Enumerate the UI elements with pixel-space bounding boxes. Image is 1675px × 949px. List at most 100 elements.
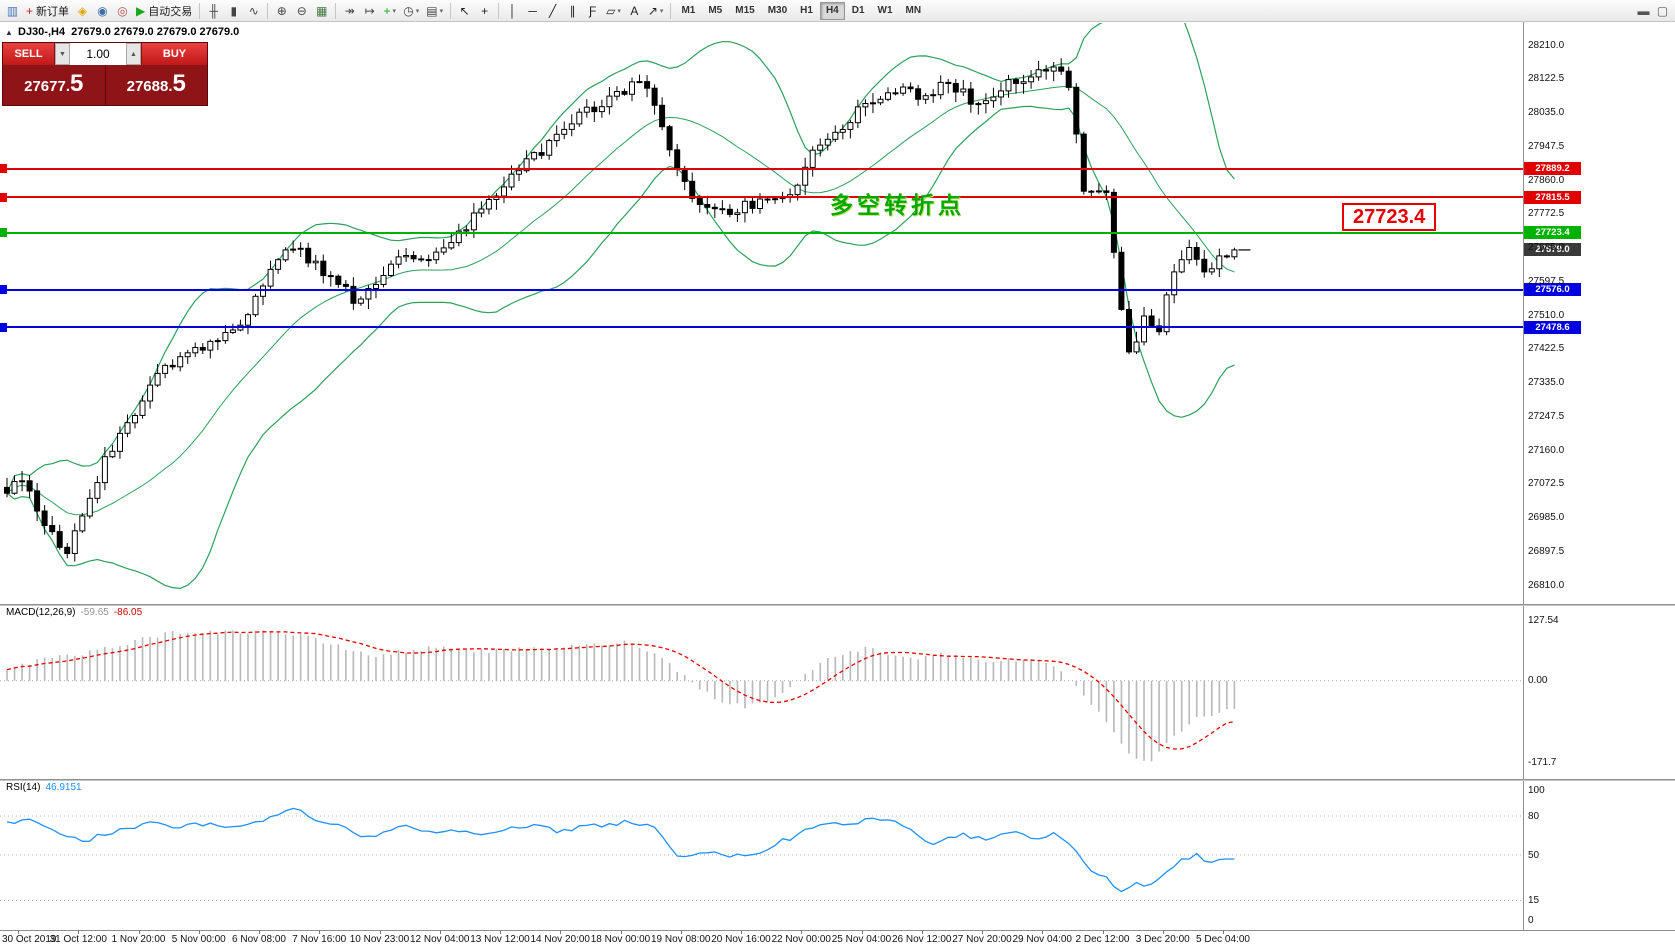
quick-trade-icon[interactable]: ◈ [73, 1, 92, 20]
fibonacci-icon: Ƒ [588, 3, 597, 18]
chart-annotation-text[interactable]: 多空转折点 [830, 192, 965, 218]
dropdown-arrow-icon: ▾ [617, 7, 621, 15]
shapes-icon: ▱ [606, 3, 616, 18]
toolbar-separator [335, 2, 337, 19]
one-click-panel-toggle-icon[interactable]: ▲ [5, 28, 13, 37]
equidistant-channel-icon: ∥ [569, 3, 576, 18]
timeframe-d1-button[interactable]: D1 [851, 5, 865, 16]
timeframe-h1-button[interactable]: H1 [800, 5, 813, 16]
autotrade-button-label: 自动交易 [148, 5, 193, 18]
indicators-list-icon[interactable]: + ▾ [380, 1, 399, 20]
timeframe-m15-button[interactable]: M15 [735, 5, 755, 16]
volume-up-button[interactable]: ▲ [126, 43, 141, 65]
zoom-out-icon[interactable]: ⊖ [292, 1, 311, 20]
horizontal-line-icon: ─ [528, 3, 537, 18]
sell-price[interactable]: 27677. 5 [3, 65, 106, 105]
price-axis-divider [1523, 22, 1524, 930]
toolbar-separator [498, 2, 500, 19]
vertical-line-icon: │ [508, 3, 517, 18]
timeframe-m5-button[interactable]: M5 [708, 5, 723, 16]
rsi-indicator-label: RSI(14) 46.9151 [6, 782, 82, 793]
line-chart-icon: ∿ [248, 3, 259, 18]
volume-down-button[interactable]: ▼ [55, 43, 70, 65]
trendline-icon: ╱ [548, 3, 557, 18]
dropdown-arrow-icon: ▾ [392, 7, 397, 15]
window-minimize-icon: ▬ [1637, 3, 1650, 18]
zoom-out-icon: ⊖ [296, 3, 307, 18]
cursor-icon[interactable]: ↖ [455, 1, 474, 20]
chart-shift-icon: ↦ [364, 3, 375, 18]
price-axis[interactable] [1524, 22, 1675, 930]
timeframe-m1-button[interactable]: M1 [681, 5, 696, 16]
toolbar-separator [267, 2, 269, 19]
toolbar: ▥ + 新订单 ◈ ◉ ◎ ▶ 自动交易 ╫ ▮ ∿ ⊕ ⊖ ▦ ↠ ↦ + ▾ ◷ ▾ ▤ ▾ ↖ + │ ─ ╱ ∥ Ƒ ▱ ▾ A ↗ ▾ M… [0, 0, 1675, 22]
macd-title: MACD(12,26,9) [6, 607, 76, 618]
bar-chart-icon[interactable]: ╫ [204, 1, 223, 20]
market-watch-icon: ◉ [97, 3, 108, 18]
cursor-icon: ↖ [459, 3, 470, 18]
buy-price-main: 27688. [126, 78, 173, 95]
tile-windows-icon[interactable]: ▦ [312, 1, 331, 20]
candlestick-chart-icon: ▮ [230, 3, 238, 18]
horizontal-line-icon[interactable]: ─ [523, 1, 542, 20]
crosshair-icon[interactable]: + [475, 1, 494, 20]
shapes-icon[interactable]: ▱ ▾ [603, 1, 624, 20]
auto-scroll-icon: ↠ [344, 3, 355, 18]
toolbar-separator [450, 2, 452, 19]
pivot-price-label[interactable]: 27723.4 [1342, 203, 1437, 231]
time-axis[interactable] [0, 930, 1675, 949]
timeframe-w1-button[interactable]: W1 [877, 5, 893, 16]
volume-input[interactable]: 1.00 [70, 43, 126, 65]
new-order-button[interactable]: + 新订单 [23, 1, 72, 20]
tile-windows-icon: ▦ [316, 3, 328, 18]
candlestick-chart-icon[interactable]: ▮ [224, 1, 243, 20]
templates-icon[interactable]: ▤ ▾ [423, 1, 446, 20]
equidistant-channel-icon[interactable]: ∥ [563, 1, 582, 20]
macd-panel-divider[interactable] [0, 604, 1675, 606]
one-click-trading-panel: SELL ▼ 1.00 ▲ BUY 27677. 5 27688. 5 [2, 42, 208, 106]
trade-panel-prices: 27677. 5 27688. 5 [3, 65, 207, 105]
window-minimize-icon[interactable]: ▬ [1634, 1, 1653, 20]
arrow-tools-icon[interactable]: ↗ ▾ [645, 1, 667, 20]
timeframe-m30-button[interactable]: M30 [767, 5, 788, 16]
new-chart-icon: ▥ [6, 3, 19, 18]
symbol-timeframe-label: DJ30-,H4 [18, 26, 66, 38]
toolbar-separator [670, 2, 672, 19]
rsi-panel-divider[interactable] [0, 779, 1675, 781]
new-order-button-label: 新订单 [36, 5, 70, 18]
fibonacci-icon[interactable]: Ƒ [583, 1, 602, 20]
dropdown-arrow-icon: ▾ [415, 7, 420, 15]
trendline-icon[interactable]: ╱ [543, 1, 562, 20]
zoom-in-icon: ⊕ [276, 3, 287, 18]
timeframe-mn-button[interactable]: MN [905, 5, 922, 16]
chart-shift-icon[interactable]: ↦ [360, 1, 379, 20]
line-chart-icon[interactable]: ∿ [244, 1, 263, 20]
ohlc-values: 27679.0 27679.0 27679.0 27679.0 [71, 26, 240, 38]
buy-price[interactable]: 27688. 5 [105, 65, 207, 105]
macd-value: -59.65 [80, 607, 109, 618]
buy-button[interactable]: BUY [141, 43, 207, 65]
vertical-line-icon[interactable]: │ [503, 1, 522, 20]
sell-button[interactable]: SELL [3, 43, 55, 65]
text-icon: A [630, 3, 639, 18]
trade-panel-controls: SELL ▼ 1.00 ▲ BUY [3, 43, 207, 65]
autotrade-button[interactable]: ▶ 自动交易 [133, 1, 195, 20]
market-watch-icon[interactable]: ◉ [93, 1, 112, 20]
templates-icon: ▤ [426, 3, 438, 18]
timeframe-h4-button[interactable]: H4 [819, 1, 845, 20]
navigator-icon[interactable]: ◎ [113, 1, 132, 20]
toolbar-right-group: ▬ ▢ [1634, 1, 1672, 20]
arrow-tools-icon: ↗ [647, 3, 658, 18]
auto-scroll-icon[interactable]: ↠ [340, 1, 359, 20]
window-restore-icon[interactable]: ▢ [1653, 1, 1672, 20]
text-icon[interactable]: A [625, 1, 644, 20]
periods-icon[interactable]: ◷ ▾ [400, 1, 422, 20]
rsi-title: RSI(14) [6, 782, 41, 793]
periods-icon: ◷ [403, 3, 414, 18]
navigator-icon: ◎ [117, 3, 128, 18]
new-chart-icon[interactable]: ▥ [3, 1, 22, 20]
bar-chart-icon: ╫ [209, 3, 218, 18]
zoom-in-icon[interactable]: ⊕ [272, 1, 291, 20]
